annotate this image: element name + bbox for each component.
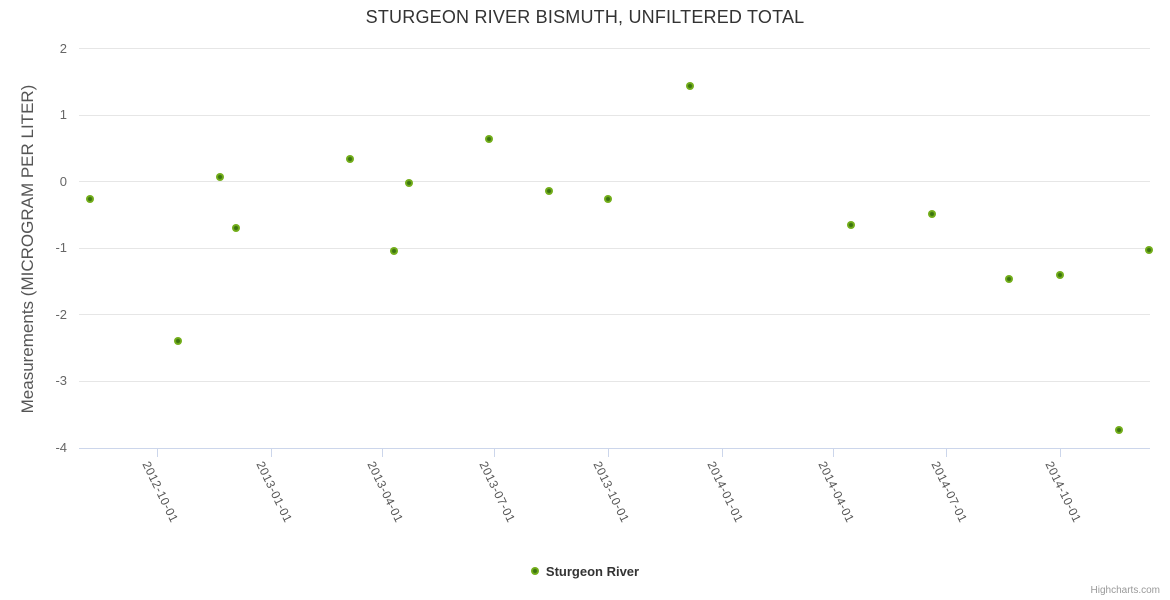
y-axis-tick-label: 2 (59, 40, 67, 56)
highcharts-credits-link[interactable]: Highcharts.com (1090, 585, 1160, 596)
data-point[interactable] (231, 223, 240, 232)
x-axis-tick-label: 2014-01-01 (704, 458, 746, 525)
y-axis-tick-label: -3 (55, 373, 67, 389)
legend-series-label: Sturgeon River (545, 563, 640, 579)
x-axis-tick (494, 448, 496, 457)
x-axis-tick-label: 2012-10-01 (139, 458, 181, 525)
data-point[interactable] (604, 195, 613, 204)
data-point[interactable] (1055, 270, 1064, 279)
x-axis-tick (945, 448, 947, 457)
data-point[interactable] (485, 134, 494, 143)
data-point[interactable] (1004, 274, 1013, 283)
y-gridline (79, 247, 1150, 249)
y-axis-tick-label: -4 (55, 440, 67, 455)
x-axis-line (79, 447, 1150, 449)
x-axis-tick (1059, 448, 1061, 457)
y-axis-tick-label: 1 (59, 107, 67, 123)
y-gridline (79, 48, 1150, 50)
x-axis-tick (156, 448, 158, 457)
y-axis-tick-label: -1 (55, 240, 67, 256)
data-point[interactable] (928, 209, 937, 218)
y-axis-tick-label: -2 (55, 306, 67, 322)
x-axis-tick (608, 448, 610, 457)
x-axis-tick (721, 448, 723, 457)
y-axis-tick-label: 0 (59, 173, 67, 189)
x-axis-tick (270, 448, 272, 457)
data-point[interactable] (846, 221, 855, 230)
data-point[interactable] (173, 337, 182, 345)
data-point[interactable] (685, 81, 694, 90)
data-point[interactable] (390, 247, 399, 256)
chart-title: STURGEON RIVER BISMUTH, UNFILTERED TOTAL (365, 7, 805, 27)
y-gridline (79, 380, 1150, 382)
x-axis-tick-label: 2013-07-01 (476, 458, 519, 525)
x-axis-tick-label: 2013-10-01 (590, 458, 633, 525)
y-gridline (79, 181, 1150, 183)
x-axis-tick (833, 448, 835, 457)
x-axis-tick-label: 2014-04-01 (815, 458, 858, 525)
data-point[interactable] (544, 187, 553, 196)
legend-marker-icon (530, 567, 539, 575)
y-gridline (79, 114, 1150, 116)
data-point[interactable] (1144, 245, 1153, 254)
data-point[interactable] (345, 154, 354, 163)
x-axis-tick (381, 448, 383, 457)
x-axis-tick-label: 2013-04-01 (364, 458, 406, 525)
data-point[interactable] (85, 195, 94, 204)
x-axis-tick-label: 2014-07-01 (928, 458, 970, 525)
x-axis-tick-label: 2014-10-01 (1041, 458, 1084, 525)
data-point[interactable] (405, 179, 413, 188)
legend[interactable]: Sturgeon River (0, 562, 1170, 580)
data-point[interactable] (1114, 425, 1123, 434)
data-point[interactable] (215, 173, 224, 182)
x-axis-tick-label: 2013-01-01 (252, 458, 295, 525)
y-gridline (79, 314, 1150, 316)
